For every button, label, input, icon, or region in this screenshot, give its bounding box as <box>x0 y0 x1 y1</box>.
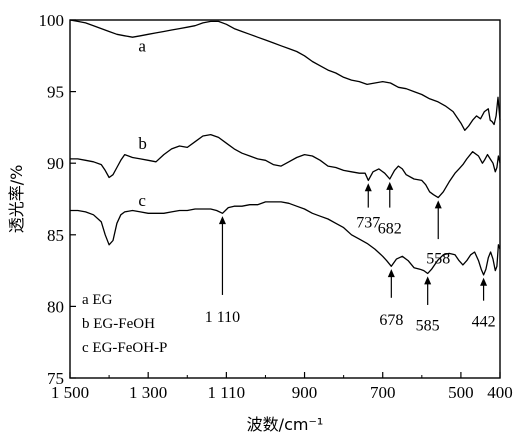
series-line-c <box>70 201 501 276</box>
series-line-b <box>70 133 501 199</box>
annotation-label: 737 <box>356 215 380 232</box>
annotation-arrow-head <box>364 183 372 192</box>
x-axis-title: 波数/cm⁻¹ <box>247 415 324 434</box>
annotation-label: 585 <box>416 318 440 335</box>
annotation-label: 1 110 <box>205 309 240 326</box>
x-tick-label: 500 <box>448 383 474 402</box>
annotation-arrow-head <box>480 277 488 286</box>
x-tick-label: 1 500 <box>51 383 89 402</box>
curve-label-a: a <box>138 37 146 56</box>
axes: 1 500 1 300 1 110 900 700 500 400 100 95 90 85 80 75 <box>39 11 513 402</box>
y-tick-label: 80 <box>47 297 64 316</box>
annotation-label: 678 <box>379 312 403 329</box>
x-tick-label: 700 <box>370 383 396 402</box>
legend-entry: b EG-FeOH <box>82 316 155 332</box>
y-tick-label: 90 <box>47 154 64 173</box>
series-line-a <box>69 19 501 131</box>
y-tick-label: 100 <box>39 11 65 30</box>
y-tick-label: 75 <box>47 369 64 388</box>
y-tick-label: 95 <box>47 83 64 102</box>
x-tick-label: 400 <box>487 383 513 402</box>
annotation-arrow-head <box>387 269 395 278</box>
y-axis-title: 透光率/% <box>7 165 26 234</box>
plot-frame <box>69 19 501 379</box>
annotation-label: 682 <box>378 220 402 237</box>
annotation-label: 558 <box>426 250 450 267</box>
annotation-arrow-head <box>424 276 432 285</box>
x-tick-label: 1 110 <box>208 383 246 402</box>
curve-label-b: b <box>138 134 147 153</box>
curve-label-c: c <box>138 191 146 210</box>
x-tick-label: 900 <box>292 383 318 402</box>
legend: a EG b EG-FeOH c EG-FeOH-P <box>82 292 167 356</box>
series-group: a b c <box>69 19 501 276</box>
x-tick-label: 1 300 <box>129 383 167 402</box>
y-tick-label: 85 <box>47 226 64 245</box>
legend-entry: a EG <box>82 292 113 308</box>
legend-entry: c EG-FeOH-P <box>82 340 167 356</box>
annotation-label: 442 <box>472 313 496 330</box>
annotation-arrow-head <box>386 181 394 190</box>
annotation-arrow-head <box>434 200 442 209</box>
annotation-arrow-head <box>218 216 226 225</box>
